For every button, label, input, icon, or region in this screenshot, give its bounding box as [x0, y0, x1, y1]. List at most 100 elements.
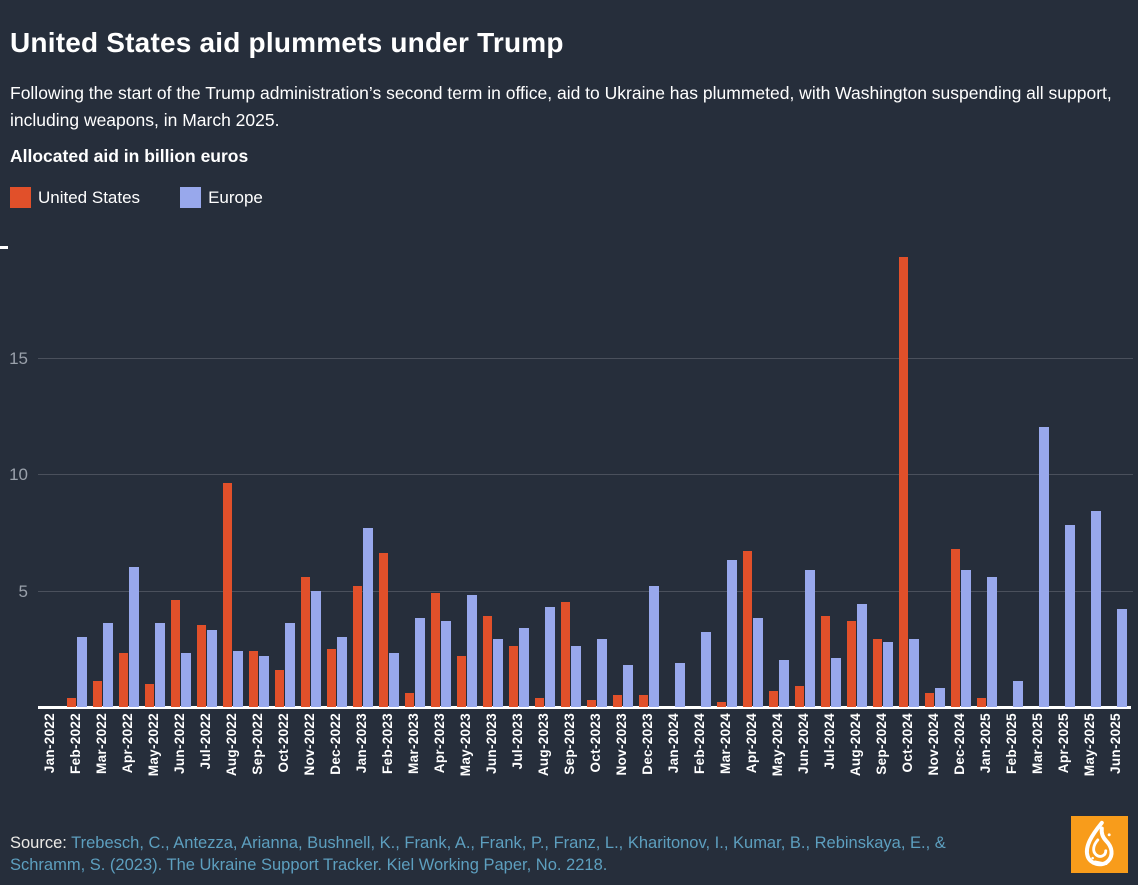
bar-europe-Jul-2023	[519, 627, 529, 707]
bar-europe-May-2023	[467, 595, 477, 707]
bar-us-Sep-2022	[248, 651, 259, 707]
legend-label-europe: Europe	[208, 187, 263, 207]
x-axis-label-Nov-2022: Nov-2022	[302, 713, 318, 776]
x-axis-label-Apr-2024: Apr-2024	[744, 713, 760, 774]
source-citation: Trebesch, C., Antezza, Arianna, Bushnell…	[10, 833, 946, 874]
x-axis-label-Aug-2023: Aug-2023	[536, 713, 552, 777]
x-axis-label-Mar-2022: Mar-2022	[94, 713, 110, 774]
legend-swatch-united-states	[10, 187, 31, 208]
x-axis-label-Nov-2024: Nov-2024	[926, 713, 942, 776]
x-axis-label-Jun-2022: Jun-2022	[172, 713, 188, 774]
x-axis-line	[38, 706, 1131, 709]
x-axis-label-Mar-2023: Mar-2023	[406, 713, 422, 774]
bar-us-Dec-2024	[950, 548, 961, 707]
bar-us-Nov-2024	[924, 693, 935, 707]
bar-europe-Feb-2023	[389, 653, 399, 707]
x-axis-label-Oct-2024: Oct-2024	[900, 713, 916, 773]
x-axis-label-Jan-2022: Jan-2022	[42, 713, 58, 774]
bar-europe-Apr-2024	[753, 618, 763, 707]
bar-europe-Mar-2022	[103, 623, 113, 707]
bar-us-Jul-2022	[196, 625, 207, 707]
x-axis-label-Nov-2023: Nov-2023	[614, 713, 630, 776]
bar-europe-Jul-2022	[207, 630, 217, 707]
bar-us-May-2022	[144, 683, 155, 707]
bar-europe-Dec-2022	[337, 637, 347, 707]
bar-us-Feb-2023	[378, 553, 389, 707]
bar-us-Aug-2022	[222, 483, 233, 707]
x-axis-label-Dec-2023: Dec-2023	[640, 713, 656, 775]
legend-label-united-states: United States	[38, 187, 141, 207]
bar-us-May-2024	[768, 690, 779, 707]
bar-us-Oct-2022	[274, 669, 285, 707]
x-axis-label-May-2022: May-2022	[146, 713, 162, 777]
bar-us-Feb-2022	[66, 697, 77, 707]
x-axis-label-Jan-2023: Jan-2023	[354, 713, 370, 774]
x-axis-label-Aug-2024: Aug-2024	[848, 713, 864, 777]
gridline-15	[38, 357, 1133, 359]
bar-us-Jun-2024	[794, 686, 805, 707]
gridline-5	[38, 590, 1133, 592]
bar-us-Dec-2023	[638, 695, 649, 707]
y-axis-tick-label-15: 15	[9, 348, 28, 368]
x-axis-label-Feb-2025: Feb-2025	[1004, 713, 1020, 774]
bar-europe-Jun-2023	[493, 639, 503, 707]
bar-us-Nov-2023	[612, 695, 623, 707]
x-axis-label-Jul-2024: Jul-2024	[822, 713, 838, 770]
bar-europe-Jan-2023	[363, 527, 373, 707]
bar-us-Apr-2022	[118, 653, 129, 707]
x-axis-label-Jun-2025: Jun-2025	[1108, 713, 1124, 774]
gridline-10	[38, 474, 1133, 475]
source-line: Source: Trebesch, C., Antezza, Arianna, …	[10, 832, 1020, 876]
bar-europe-Mar-2025	[1039, 427, 1049, 707]
page-subtitle: Following the start of the Trump adminis…	[10, 82, 1112, 130]
legend-swatch-europe	[180, 187, 202, 208]
bar-europe-Dec-2023	[649, 585, 659, 707]
bar-europe-Jan-2025	[987, 576, 997, 707]
bar-us-Oct-2024	[898, 257, 909, 707]
bar-europe-May-2024	[779, 660, 789, 707]
bar-europe-Jul-2024	[831, 658, 841, 707]
x-axis-label-Sep-2023: Sep-2023	[562, 713, 578, 775]
bar-europe-Feb-2025	[1013, 681, 1023, 707]
x-axis-label-Jun-2024: Jun-2024	[796, 713, 812, 774]
bar-europe-Aug-2024	[857, 604, 867, 707]
x-axis-label-Oct-2022: Oct-2022	[276, 713, 292, 773]
bar-europe-Apr-2022	[129, 567, 139, 707]
x-axis-label-May-2024: May-2024	[770, 713, 786, 777]
legend-item-europe: Europe	[180, 187, 263, 208]
bar-europe-Nov-2024	[935, 688, 945, 707]
x-axis-label-Sep-2022: Sep-2022	[250, 713, 266, 775]
bar-us-Mar-2022	[92, 681, 103, 707]
bar-europe-May-2022	[155, 623, 165, 707]
x-axis-label-Aug-2022: Aug-2022	[224, 713, 240, 777]
x-axis-label-Oct-2023: Oct-2023	[588, 713, 604, 773]
bar-europe-Feb-2022	[77, 637, 87, 707]
x-axis-label-Jul-2022: Jul-2022	[198, 713, 214, 770]
bar-europe-Aug-2022	[233, 651, 243, 707]
bar-europe-May-2025	[1091, 511, 1101, 707]
x-axis-label-May-2023: May-2023	[458, 713, 474, 777]
bar-us-Aug-2023	[534, 697, 545, 707]
bar-us-Nov-2022	[300, 576, 311, 707]
bar-europe-Dec-2024	[961, 569, 971, 707]
y-axis-tick-label-5: 5	[18, 581, 28, 601]
bar-europe-Sep-2022	[259, 655, 269, 707]
bar-europe-Sep-2023	[571, 646, 581, 707]
bar-us-Dec-2022	[326, 648, 337, 707]
x-axis-label-Jul-2023: Jul-2023	[510, 713, 526, 770]
bar-us-Jun-2022	[170, 599, 181, 707]
source-label: Source:	[10, 833, 67, 852]
bar-europe-Oct-2024	[909, 639, 919, 707]
bar-europe-Jun-2024	[805, 569, 815, 707]
page-title: United States aid plummets under Trump	[10, 26, 564, 58]
bar-europe-Mar-2023	[415, 618, 425, 707]
bar-europe-Nov-2023	[623, 665, 633, 707]
bar-us-May-2023	[456, 655, 467, 707]
bar-us-Mar-2023	[404, 693, 415, 707]
bar-us-Mar-2024	[716, 702, 727, 707]
y-axis-top-tick	[0, 246, 8, 249]
bar-us-Apr-2024	[742, 550, 753, 707]
bar-europe-Jun-2022	[181, 653, 191, 707]
bar-us-Jul-2024	[820, 616, 831, 707]
